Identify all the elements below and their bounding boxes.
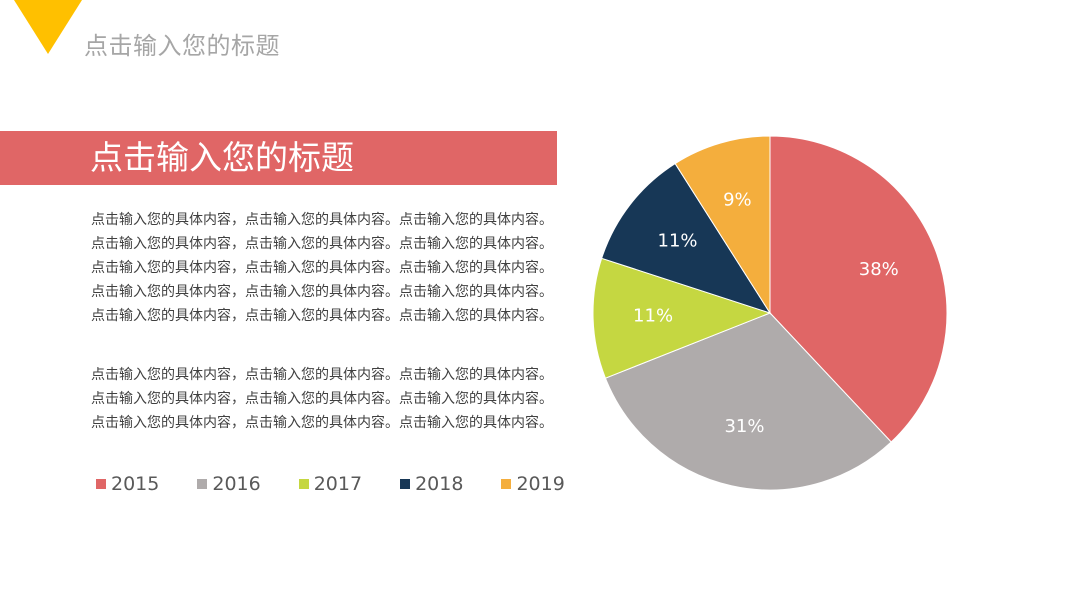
pie-slice-2015 [769, 135, 948, 443]
legend-item-2018: 2018 [400, 472, 463, 496]
legend-label-2019: 2019 [516, 473, 565, 495]
title-banner: 点击输入您的标题 [0, 131, 557, 185]
pie-label-2015: 38% [859, 259, 899, 280]
legend-label-2015: 2015 [111, 473, 160, 495]
corner-accent-triangle [14, 0, 82, 54]
legend-swatch-2016 [197, 479, 208, 489]
chart-legend: 2015 2016 2017 2018 2019 [96, 472, 603, 496]
legend-label-2017: 2017 [313, 473, 363, 495]
legend-item-2019: 2019 [501, 472, 565, 496]
pie-slice-2018 [601, 162, 772, 314]
page-title: 点击输入您的标题 [84, 32, 280, 60]
legend-label-2016: 2016 [212, 473, 261, 495]
pie-slice-2016 [604, 312, 892, 491]
legend-swatch-2018 [400, 479, 411, 489]
pie-slice-2019 [674, 135, 771, 315]
legend-item-2017: 2017 [298, 472, 363, 496]
body-paragraph-1: 点击输入您的具体内容，点击输入您的具体内容。点击输入您的具体内容。点击输入您的具… [91, 212, 553, 324]
pie-label-2018: 11% [658, 230, 698, 251]
pie-label-2019: 9% [723, 190, 752, 211]
pie-slice-2017 [592, 257, 772, 379]
legend-swatch-2015 [96, 479, 106, 489]
pie-label-2017: 11% [633, 306, 673, 327]
pie-label-2016: 31% [724, 416, 764, 437]
legend-item-2016: 2016 [197, 472, 261, 496]
legend-label-2018: 2018 [415, 473, 464, 495]
banner-title: 点击输入您的标题 [90, 138, 354, 177]
legend-item-2015: 2015 [96, 472, 159, 496]
legend-swatch-2019 [501, 479, 512, 489]
legend-swatch-2017 [298, 479, 309, 489]
body-paragraph-2: 点击输入您的具体内容，点击输入您的具体内容。点击输入您的具体内容。点击输入您的具… [91, 367, 553, 431]
